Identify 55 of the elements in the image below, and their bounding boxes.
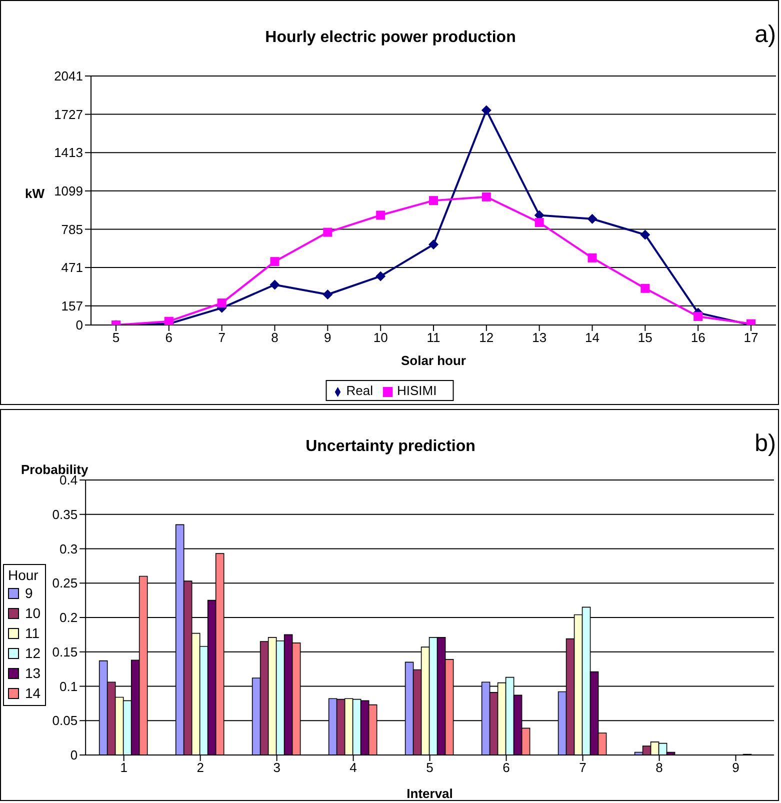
y-tick-label: 0.2: [60, 610, 78, 626]
x-axis-title: Solar hour: [400, 353, 466, 368]
x-tick-label: 16: [690, 330, 706, 346]
y-tick-label: 0.35: [52, 506, 78, 522]
x-tick-label: 6: [165, 330, 173, 346]
x-tick-label: 6: [502, 760, 510, 776]
x-tick-label: 1: [120, 760, 128, 776]
x-tick-label: 13: [532, 330, 547, 346]
x-tick-label: 8: [271, 330, 278, 346]
x-tick-label: 15: [638, 330, 652, 346]
y-tick-label: 0.1: [60, 678, 78, 694]
y-tick-label: 1727: [54, 106, 83, 122]
legend-label: HISIMI: [397, 383, 437, 398]
y-axis-title: Probability: [21, 462, 88, 477]
legend-label: 10: [25, 605, 41, 621]
chart-title: Uncertainty prediction: [306, 438, 476, 455]
legend-label: Real: [346, 383, 374, 398]
x-tick-label: 2: [196, 760, 204, 776]
legend-label: 13: [25, 665, 41, 681]
y-tick-label: 0.05: [52, 713, 78, 728]
x-tick-label: 17: [744, 330, 758, 346]
y-tick-label: 0.25: [52, 576, 78, 591]
y-tick-label: 2041: [54, 68, 83, 84]
x-tick-label: 7: [579, 760, 586, 776]
y-tick-label: 0.3: [60, 541, 78, 556]
y-tick-label: 0.15: [52, 644, 78, 660]
y-axis-title: kW: [25, 186, 44, 201]
x-tick-label: 8: [656, 760, 663, 776]
x-axis-title: Interval: [406, 786, 453, 801]
y-tick-label: 157: [61, 298, 83, 314]
x-tick-label: 14: [585, 330, 600, 346]
chart-title: Hourly electric power production: [265, 29, 516, 46]
y-tick-label: 1413: [54, 145, 83, 160]
x-tick-label: 4: [350, 760, 357, 776]
x-tick-label: 5: [426, 760, 434, 776]
x-tick-label: 11: [426, 330, 440, 346]
y-tick-label: 471: [61, 260, 83, 276]
x-tick-label: 3: [273, 760, 280, 776]
y-tick-label: 785: [61, 222, 83, 237]
legend-label: 14: [25, 685, 41, 701]
x-tick-label: 7: [218, 330, 226, 346]
y-tick-label: 1099: [54, 184, 83, 199]
y-tick-label: 0: [70, 748, 78, 763]
text: b): [754, 430, 776, 458]
x-tick-label: 9: [324, 330, 332, 346]
legend-label: 11: [25, 625, 40, 641]
legend-label: 9: [25, 585, 33, 601]
legend-title: Hour: [8, 567, 40, 583]
legend-label: 12: [25, 645, 41, 661]
x-tick-label: 10: [373, 330, 388, 346]
x-tick-label: 9: [732, 760, 740, 776]
text: a): [754, 21, 776, 49]
y-tick-label: 0: [76, 318, 83, 333]
x-tick-label: 5: [112, 330, 120, 346]
x-tick-label: 12: [479, 330, 494, 346]
